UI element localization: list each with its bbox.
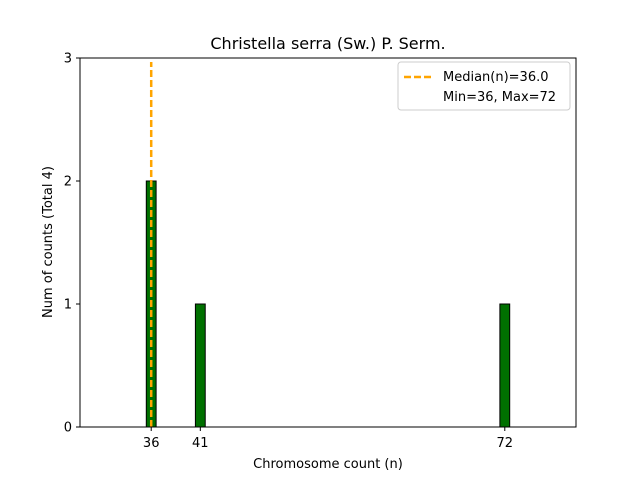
y-axis-label: Num of counts (Total 4): [41, 166, 56, 318]
x-axis-label: Chromosome count (n): [253, 457, 403, 472]
x-tick-label: 72: [497, 436, 514, 451]
legend-entry-range: Min=36, Max=72: [443, 90, 556, 105]
legend-box: [397, 61, 571, 111]
x-axis: 36 41 72: [143, 427, 513, 451]
legend: Median(n)=36.0 Min=36, Max=72: [397, 61, 571, 111]
y-tick-label: 2: [64, 175, 72, 190]
y-tick-label: 1: [64, 298, 72, 313]
chart-title: Christella serra (Sw.) P. Serm.: [210, 34, 445, 53]
y-tick-label: 3: [64, 52, 72, 67]
bar-72: [499, 303, 511, 428]
legend-entry-median: Median(n)=36.0: [443, 70, 549, 85]
x-tick-label: 41: [192, 436, 209, 451]
y-axis: 0 1 2 3: [64, 52, 80, 436]
plot-frame: [79, 57, 577, 428]
x-tick-label: 36: [143, 436, 160, 451]
bar-41: [194, 303, 206, 428]
y-tick-label: 0: [64, 421, 72, 436]
